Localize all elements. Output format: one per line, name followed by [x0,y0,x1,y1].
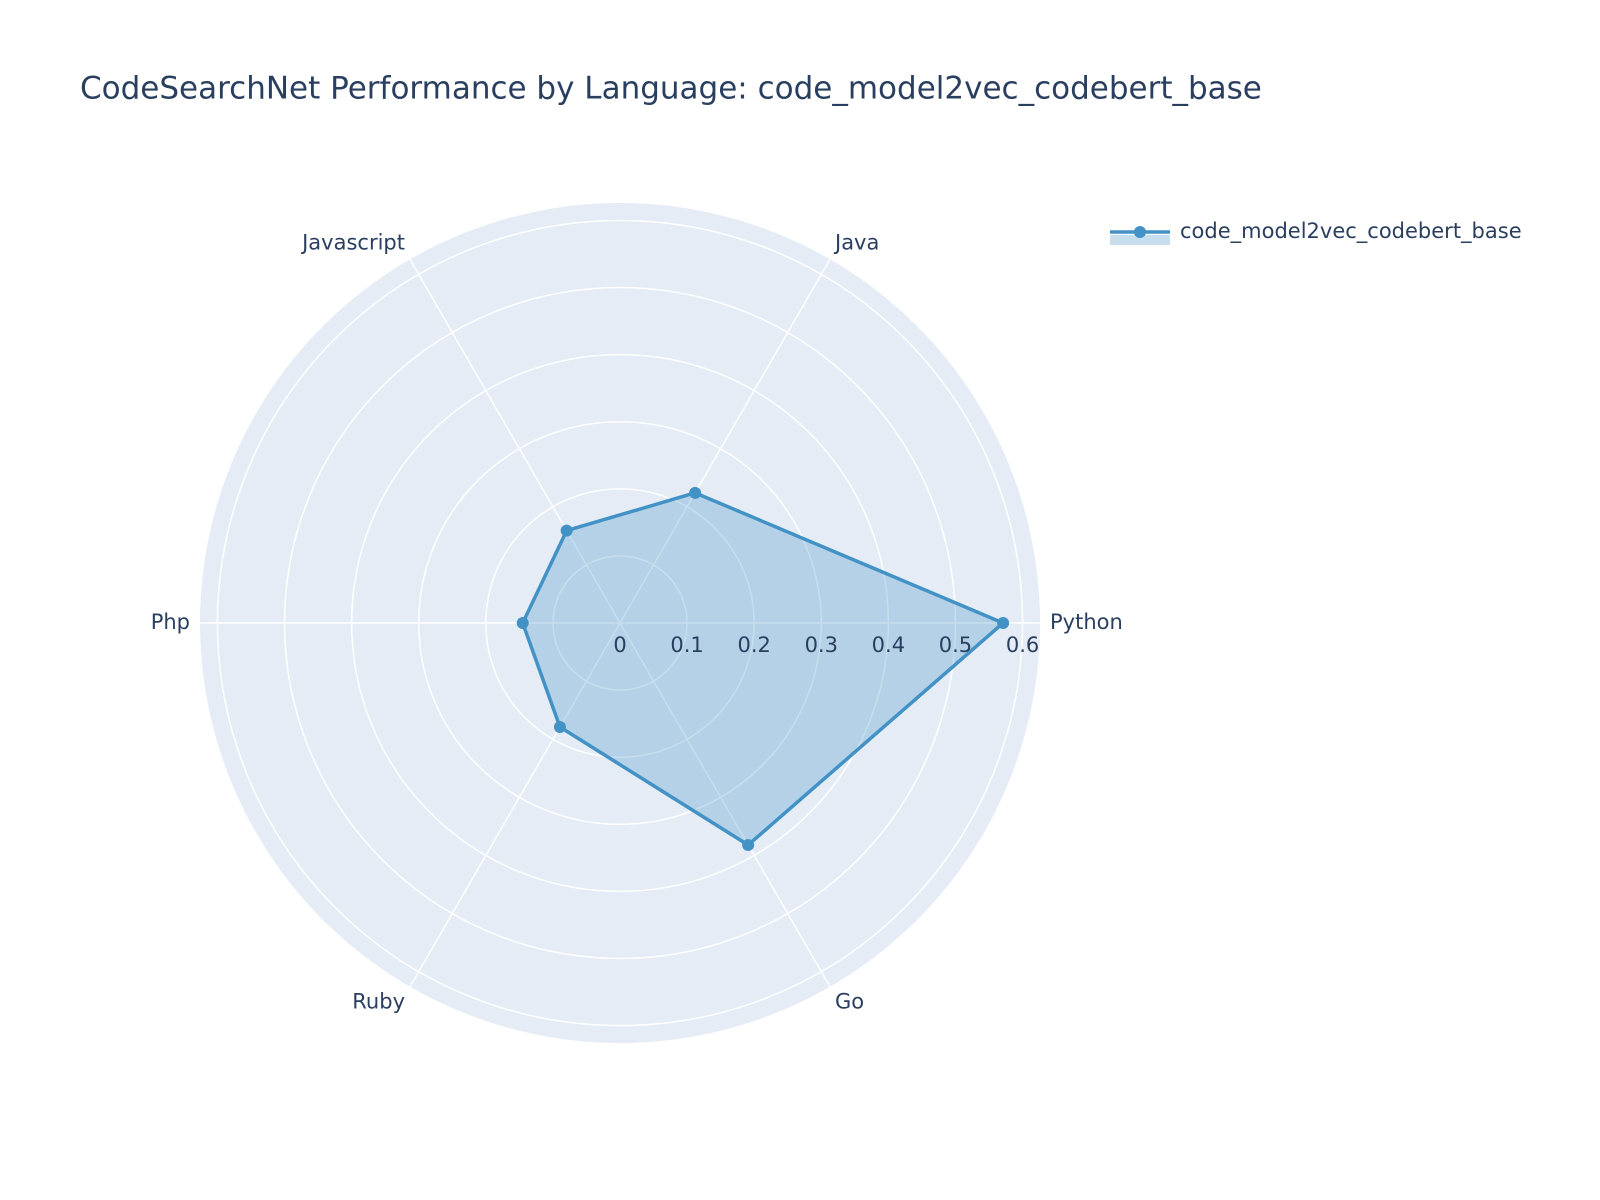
angular-grid-line [409,258,621,624]
radial-tick-label: 0 [613,633,626,657]
radar-point [516,617,529,629]
angular-tick-label: Javascript [300,231,405,255]
radial-tick-label: 0.1 [670,633,703,657]
angular-tick-label: Go [835,989,864,1013]
radial-tick-label: 0.4 [872,633,905,657]
legend-label: code_model2vec_codebert_base [1180,219,1522,244]
radar-point [553,721,566,734]
radial-tick-label: 0.5 [939,633,972,657]
legend-marker [1134,226,1146,238]
angular-grid-line [619,622,831,988]
angular-tick-label: Ruby [352,989,405,1013]
radar-point [742,838,755,851]
radial-tick-label: 0.2 [737,633,770,657]
angular-tick-label: Php [151,610,190,634]
radar-point [689,486,702,499]
angular-tick-label: Python [1050,610,1123,634]
angular-tick-label: Java [833,231,879,255]
radar-point [997,617,1010,629]
chart-title: CodeSearchNet Performance by Language: c… [80,71,1262,107]
angular-grid-line [409,622,621,988]
radar-point [560,524,573,537]
legend-swatch [1110,235,1170,245]
radial-tick-label: 0.3 [805,633,838,657]
angular-grid-line [619,258,831,624]
radial-tick-label: 0.6 [1006,633,1039,657]
